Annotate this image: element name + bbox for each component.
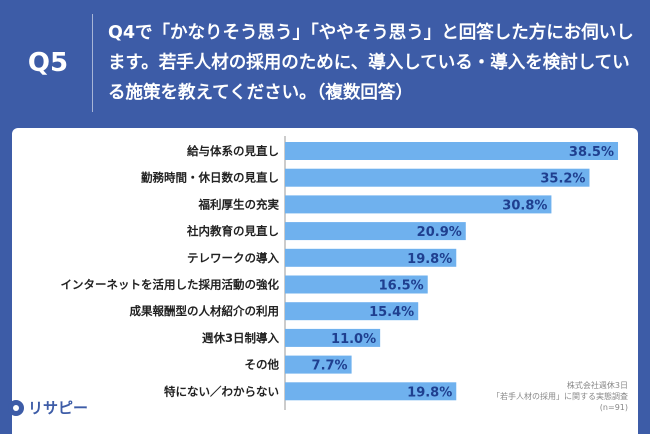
value-label-7: 11.0% bbox=[331, 332, 376, 347]
value-label-2: 30.8% bbox=[502, 198, 547, 213]
logo-icon bbox=[8, 399, 24, 416]
header: Q5 Q4で「かなりそう思う」「ややそう思う」と回答した方にお伺いします。若手人… bbox=[0, 0, 650, 128]
bar-7 bbox=[285, 328, 381, 347]
bar-3 bbox=[285, 222, 466, 241]
category-label-1: 勤務時間・休日数の見直し bbox=[141, 171, 279, 185]
value-label-6: 15.4% bbox=[369, 305, 414, 320]
question-text: Q4で「かなりそう思う」「ややそう思う」と回答した方にお伺いします。若手人材の採… bbox=[108, 23, 634, 103]
category-label-8: その他 bbox=[245, 358, 280, 372]
source-note: 株式会社週休3日 「若手人材の採用」に関する実態調査 (n=91) bbox=[492, 380, 628, 413]
value-label-1: 35.2% bbox=[540, 172, 585, 187]
value-label-5: 16.5% bbox=[379, 279, 424, 294]
bar-0 bbox=[285, 142, 619, 160]
source-company: 株式会社週休3日 bbox=[566, 381, 628, 390]
category-label-7: 週休3日制導入 bbox=[202, 331, 280, 345]
category-label-3: 社内教育の見直し bbox=[186, 224, 279, 238]
bar-4 bbox=[285, 248, 457, 267]
header-divider bbox=[92, 14, 93, 112]
category-label-9: 特にない／わからない bbox=[164, 384, 279, 398]
source-sample-size: (n=91) bbox=[599, 403, 628, 412]
chart-panel: 給与体系の見直し 38.5% 勤務時間・休日数の見直し 35.2% 福利厚生の充実 30.… bbox=[12, 128, 638, 434]
value-label-3: 20.9% bbox=[417, 225, 462, 240]
bar-8 bbox=[285, 355, 352, 374]
bar-1 bbox=[285, 168, 590, 187]
category-label-6: 成果報酬型の人材紹介の利用 bbox=[130, 304, 280, 318]
question-number: Q5 bbox=[27, 48, 69, 78]
value-label-8: 7.7% bbox=[312, 359, 348, 374]
category-label-4: テレワークの導入 bbox=[187, 251, 279, 265]
category-label-0: 給与体系の見直し bbox=[187, 144, 279, 158]
bar-9 bbox=[285, 382, 457, 401]
category-label-2: 福利厚生の充実 bbox=[198, 197, 280, 211]
value-label-4: 19.8% bbox=[407, 252, 452, 267]
source-survey: 「若手人材の採用」に関する実態調査 bbox=[492, 392, 628, 401]
bar-2 bbox=[285, 195, 552, 214]
bar-6 bbox=[285, 302, 419, 321]
bar-5 bbox=[285, 275, 428, 294]
bar-chart: 給与体系の見直し 38.5% 勤務時間・休日数の見直し 35.2% 福利厚生の充実 30.… bbox=[61, 136, 619, 410]
value-label-9: 19.8% bbox=[407, 385, 452, 400]
logo: リサピー bbox=[8, 397, 88, 418]
category-label-5: インターネットを活用した採用活動の強化 bbox=[61, 278, 280, 292]
value-label-0: 38.5% bbox=[569, 145, 614, 160]
logo-text: リサピー bbox=[28, 399, 89, 417]
